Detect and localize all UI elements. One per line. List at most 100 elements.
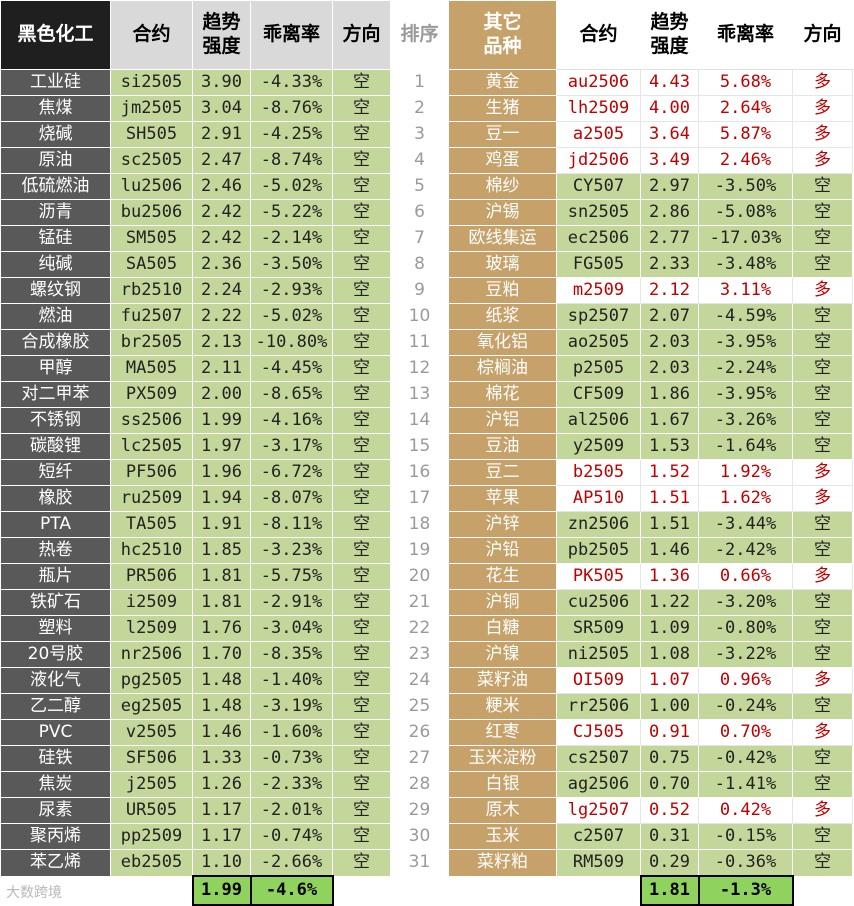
left-contract: PR506	[110, 563, 193, 590]
left-contract: v2505	[110, 719, 193, 746]
table-row: 短纤 PF506 1.96 -6.72% 空 16 豆二 b2505 1.52 1.92% 多	[0, 459, 853, 486]
left-contract: SH505	[110, 121, 193, 148]
table-row: 热卷 hc2510 1.85 -3.23% 空 19 沪铅 pb2505 1.46 -2.42% 空	[0, 537, 853, 564]
left-name: 硅铁	[0, 745, 111, 772]
rank-number: 19	[390, 537, 449, 564]
table-row: PTA TA505 1.91 -8.11% 空 18 沪锌 zn2506 1.51 -3.44% 空	[0, 511, 853, 538]
table-row: 橡胶 ru2509 1.94 -8.07% 空 17 苹果 AP510 1.51 1.62% 多	[0, 485, 853, 512]
right-contract: PK505	[556, 563, 641, 590]
header-rank: 排序	[390, 0, 449, 70]
left-trend-strength: 2.42	[192, 225, 251, 252]
header-left-trend-strength: 趋势 强度	[192, 0, 251, 70]
left-direction: 空	[332, 771, 391, 798]
table-row: 燃油 fu2507 2.22 -5.02% 空 10 纸浆 sp2507 2.07 -4.59% 空	[0, 303, 853, 330]
rank-number: 8	[390, 251, 449, 278]
left-deviation: -4.33%	[250, 69, 333, 96]
left-direction: 空	[332, 537, 391, 564]
right-direction: 多	[792, 69, 853, 96]
right-trend-strength: 0.29	[640, 849, 699, 877]
table-row: 塑料 l2509 1.76 -3.04% 空 22 白糖 SR509 1.09 -0.80% 空	[0, 615, 853, 642]
right-deviation: 0.42%	[698, 797, 793, 824]
left-trend-strength: 1.48	[192, 667, 251, 694]
right-direction: 多	[792, 95, 853, 122]
rank-number: 4	[390, 147, 449, 174]
right-contract: au2506	[556, 69, 641, 96]
left-trend-strength: 2.42	[192, 199, 251, 226]
right-name: 棉纱	[448, 173, 557, 200]
right-contract: rr2506	[556, 693, 641, 720]
left-name: 锰硅	[0, 225, 111, 252]
right-deviation: 5.68%	[698, 69, 793, 96]
left-contract: pg2505	[110, 667, 193, 694]
right-name: 沪铜	[448, 589, 557, 616]
right-direction: 多	[792, 485, 853, 512]
left-direction: 空	[332, 693, 391, 720]
left-deviation: -2.01%	[250, 797, 333, 824]
rank-number: 29	[390, 797, 449, 824]
table-row: 对二甲苯 PX509 2.00 -8.65% 空 13 棉花 CF509 1.86 -3.95% 空	[0, 381, 853, 408]
left-name: 燃油	[0, 303, 111, 330]
left-name: 不锈钢	[0, 407, 111, 434]
rank-number: 31	[390, 849, 449, 877]
left-trend-strength: 2.24	[192, 277, 251, 304]
left-contract: lc2505	[110, 433, 193, 460]
left-contract: PF506	[110, 459, 193, 486]
left-trend-strength: 1.48	[192, 693, 251, 720]
right-direction: 空	[792, 355, 853, 382]
footer-blank	[332, 875, 391, 906]
left-contract: rb2510	[110, 277, 193, 304]
left-deviation: -10.80%	[250, 329, 333, 356]
header-right-direction: 方向	[792, 0, 853, 70]
right-contract: jd2506	[556, 147, 641, 174]
right-name: 沪镍	[448, 641, 557, 668]
left-name: 原油	[0, 147, 111, 174]
right-deviation: -4.59%	[698, 303, 793, 330]
right-deviation: -3.26%	[698, 407, 793, 434]
left-direction: 空	[332, 251, 391, 278]
table-row: 锰硅 SM505 2.42 -2.14% 空 7 欧线集运 ec2506 2.77 -17.03%…	[0, 225, 853, 252]
footer-left-avg-strength: 1.99	[191, 875, 252, 906]
header-right-deviation: 乖离率	[698, 0, 793, 70]
left-deviation: -3.17%	[250, 433, 333, 460]
left-direction: 空	[332, 823, 391, 850]
left-deviation: -4.45%	[250, 355, 333, 382]
rank-number: 1	[390, 69, 449, 96]
left-name: 工业硅	[0, 69, 111, 96]
left-contract: SA505	[110, 251, 193, 278]
right-name: 豆粕	[448, 277, 557, 304]
right-deviation: 2.46%	[698, 147, 793, 174]
right-trend-strength: 1.86	[640, 381, 699, 408]
left-contract: i2509	[110, 589, 193, 616]
right-deviation: -3.50%	[698, 173, 793, 200]
left-contract: SF506	[110, 745, 193, 772]
left-name: 聚丙烯	[0, 823, 111, 850]
left-direction: 空	[332, 511, 391, 538]
right-contract: SR509	[556, 615, 641, 642]
left-trend-strength: 1.70	[192, 641, 251, 668]
right-name: 沪锌	[448, 511, 557, 538]
right-deviation: -0.42%	[698, 745, 793, 772]
right-trend-strength: 1.67	[640, 407, 699, 434]
left-name: 合成橡胶	[0, 329, 111, 356]
table-row: 不锈钢 ss2506 1.99 -4.16% 空 14 沪铝 al2506 1.67 -3.26%…	[0, 407, 853, 434]
right-deviation: -3.95%	[698, 381, 793, 408]
right-trend-strength: 3.49	[640, 147, 699, 174]
table-row: 低硫燃油 lu2506 2.46 -5.02% 空 5 棉纱 CY507 2.97 -3.50% 空	[0, 173, 853, 200]
right-trend-strength: 2.03	[640, 355, 699, 382]
left-direction: 空	[332, 589, 391, 616]
right-direction: 空	[792, 693, 853, 720]
left-contract: UR505	[110, 797, 193, 824]
right-trend-strength: 1.46	[640, 537, 699, 564]
left-direction: 空	[332, 407, 391, 434]
left-contract: pp2509	[110, 823, 193, 850]
left-deviation: -8.65%	[250, 381, 333, 408]
header-left-group: 黑色化工	[0, 0, 111, 70]
left-deviation: -6.72%	[250, 459, 333, 486]
right-direction: 多	[792, 667, 853, 694]
left-contract: hc2510	[110, 537, 193, 564]
table-row: 焦炭 j2505 1.26 -2.33% 空 28 白银 ag2506 0.70 -1.41% 空	[0, 771, 853, 798]
left-deviation: -5.75%	[250, 563, 333, 590]
left-trend-strength: 1.76	[192, 615, 251, 642]
right-direction: 多	[792, 563, 853, 590]
right-contract: CJ505	[556, 719, 641, 746]
